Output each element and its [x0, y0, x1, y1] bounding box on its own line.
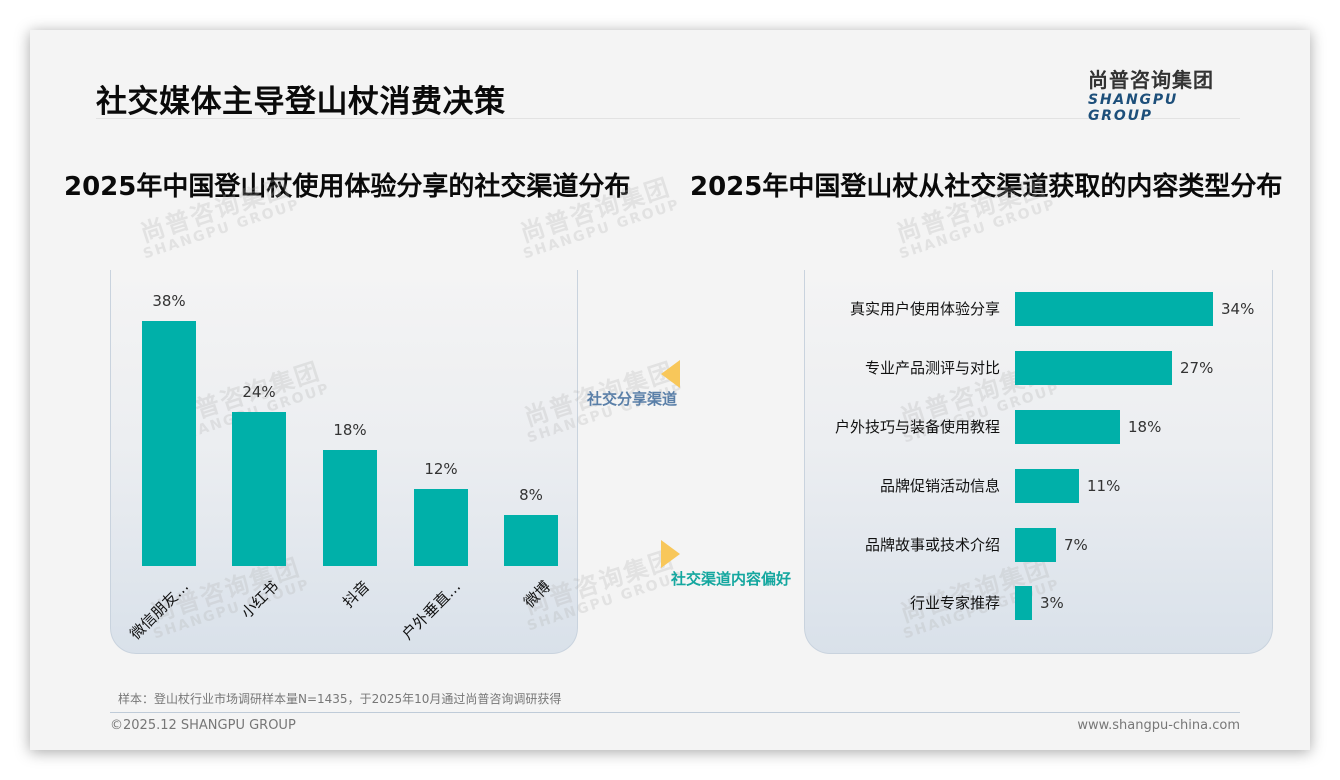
bar-column: 18% — [323, 421, 377, 566]
bar-row: 品牌故事或技术介绍 7% — [30, 528, 1310, 562]
content-preference-label: 社交渠道内容偏好 — [671, 570, 792, 588]
left-chart-title: 2025年中国登山杖使用体验分享的社交渠道分布 — [64, 172, 631, 202]
right-chart-title: 2025年中国登山杖从社交渠道获取的内容类型分布 — [690, 172, 1283, 202]
category-label: 品牌故事或技术介绍 — [864, 536, 1000, 554]
category-label: 真实用户使用体验分享 — [849, 300, 1000, 318]
bar-row: 户外技巧与装备使用教程 18% — [30, 410, 1310, 444]
logo-en-text: SHANGPU GROUP — [1088, 92, 1179, 124]
bar-value-label: 18% — [1128, 418, 1162, 436]
bar-row: 真实用户使用体验分享 34% — [30, 292, 1310, 326]
bar — [323, 450, 377, 566]
category-label: 行业专家推荐 — [909, 594, 1000, 612]
arrow-left-icon — [661, 360, 680, 388]
bar — [232, 412, 286, 566]
category-label: 户外技巧与装备使用教程 — [834, 418, 1000, 436]
bar-value-label: 8% — [519, 486, 543, 504]
bar-value-label: 24% — [242, 383, 276, 401]
bar — [1015, 586, 1032, 620]
slide: 社交媒体主导登山杖消费决策 尚普咨询集团 SHANGPU GROUP 2025年… — [30, 30, 1310, 750]
category-label: 品牌促销活动信息 — [879, 477, 1000, 495]
sample-note: 样本：登山杖行业市场调研样本量N=1435，于2025年10月通过尚普咨询调研获… — [118, 692, 562, 706]
bar-column: 38% — [142, 292, 196, 566]
bar — [1015, 528, 1056, 562]
bar-column: 8% — [504, 486, 558, 566]
bar-row: 行业专家推荐 3% — [30, 586, 1310, 620]
website-link[interactable]: www.shangpu-china.com — [1077, 718, 1240, 733]
bar-value-label: 7% — [1064, 536, 1088, 554]
bar — [1015, 469, 1079, 503]
copyright: ©2025.12 SHANGPU GROUP — [110, 718, 296, 733]
social-sharing-channel-label: 社交分享渠道 — [587, 390, 678, 408]
bar-value-label: 18% — [333, 421, 367, 439]
bar-row: 专业产品测评与对比 27% — [30, 351, 1310, 385]
footer-divider — [110, 712, 1240, 713]
bar-column: 24% — [232, 383, 286, 566]
bar — [1015, 410, 1120, 444]
page-title: 社交媒体主导登山杖消费决策 — [96, 84, 506, 120]
bar-value-label: 3% — [1040, 594, 1064, 612]
bar — [1015, 292, 1213, 326]
bar-column: 12% — [414, 460, 468, 566]
right-chart-panel — [804, 270, 1273, 654]
bar-value-label: 34% — [1221, 300, 1255, 318]
bar-row: 品牌促销活动信息 11% — [30, 469, 1310, 503]
company-logo: 尚普咨询集团 SHANGPU GROUP — [1088, 64, 1248, 124]
bar-value-label: 27% — [1180, 359, 1214, 377]
bar-value-label: 12% — [424, 460, 458, 478]
title-divider — [96, 118, 1240, 119]
arrow-right-icon — [661, 540, 680, 568]
bar-value-label: 38% — [152, 292, 186, 310]
bar — [414, 489, 468, 566]
bar — [1015, 351, 1172, 385]
category-label: 专业产品测评与对比 — [864, 359, 1000, 377]
bar — [142, 321, 196, 566]
bar — [504, 515, 558, 566]
logo-cn-text: 尚普咨询集团 — [1088, 68, 1214, 92]
bar-value-label: 11% — [1087, 477, 1121, 495]
